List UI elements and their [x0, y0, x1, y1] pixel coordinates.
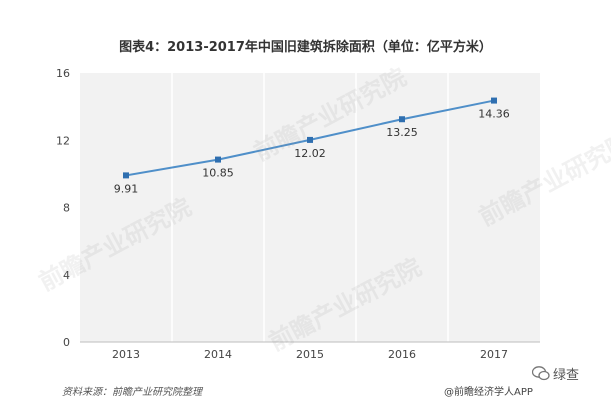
y-tick-label: 12	[56, 134, 70, 147]
data-label: 9.91	[114, 182, 139, 195]
data-point	[215, 156, 221, 163]
y-tick-label: 8	[63, 202, 70, 215]
x-tick-label: 2013	[112, 348, 140, 361]
x-tick-label: 2015	[296, 348, 324, 361]
data-point	[123, 172, 129, 179]
x-tick-label: 2017	[480, 348, 508, 361]
data-point	[399, 116, 405, 123]
source-note: 资料来源：前瞻产业研究院整理	[62, 387, 202, 398]
data-label: 12.02	[294, 147, 326, 160]
y-tick-label: 4	[63, 269, 70, 282]
data-point	[307, 136, 313, 143]
x-tick-label: 2014	[204, 348, 232, 361]
wechat-text: 绿查	[553, 368, 580, 383]
wechat-badge: 绿查	[532, 364, 579, 383]
plot-area	[80, 73, 540, 342]
data-label: 10.85	[202, 167, 234, 180]
y-tick-label: 16	[56, 67, 70, 80]
x-tick-label: 2016	[388, 348, 416, 361]
wechat-icon	[532, 366, 550, 381]
chart-title: 图表4：2013-2017年中国旧建筑拆除面积（单位：亿平方米）	[119, 40, 492, 55]
data-label: 14.36	[478, 108, 510, 121]
brand-credit: @前瞻经济学人APP	[444, 387, 533, 398]
data-point	[491, 97, 497, 104]
data-label: 13.25	[386, 126, 418, 139]
y-tick-label: 0	[63, 336, 70, 349]
